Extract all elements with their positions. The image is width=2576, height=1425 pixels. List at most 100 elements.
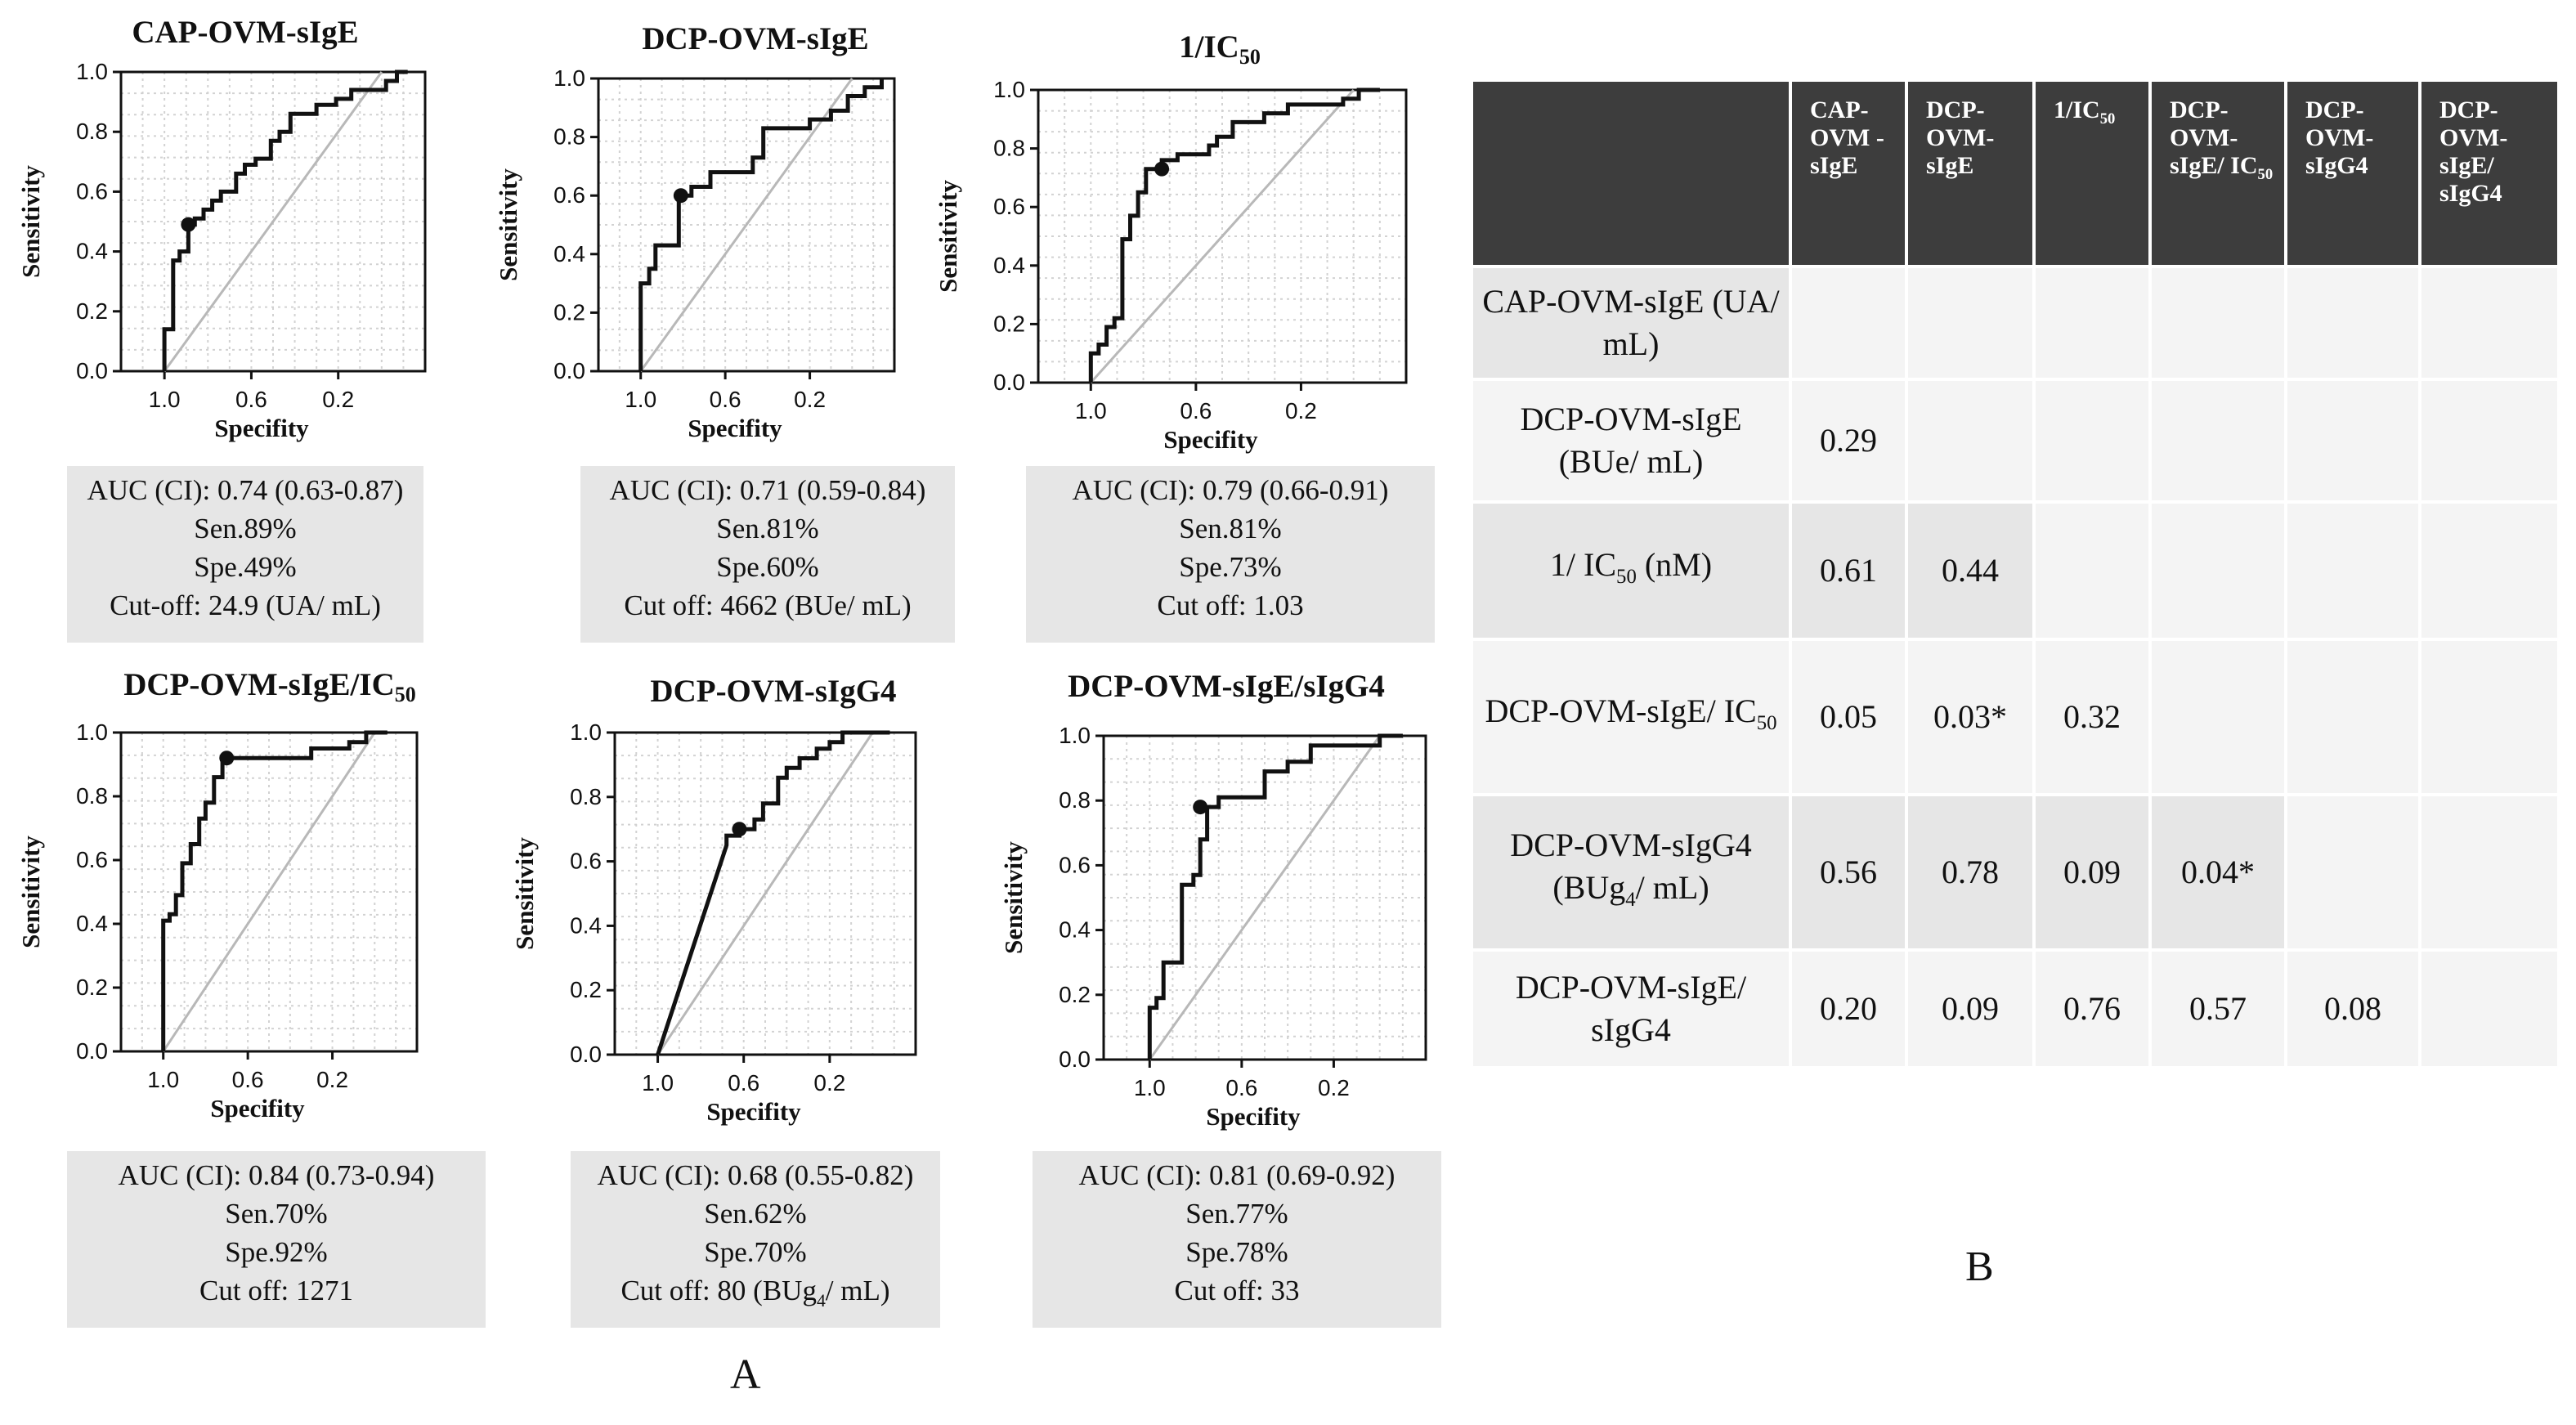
stats-auc: AUC (CI): 0.71 (0.59-0.84) (609, 474, 926, 506)
stats-cutoff: Cut off: 4662 (BUe/ mL) (624, 589, 912, 621)
panel-b-label: B (1965, 1244, 1994, 1290)
column-header: DCP-OVM-sIgG4 (2287, 82, 2418, 265)
stats-cutoff: Cut off: 1.03 (1157, 589, 1304, 621)
roc-curve (638, 78, 884, 371)
table-cell (1792, 268, 1905, 378)
y-axis-label: Sensitivity (999, 841, 1028, 954)
y-tick-label: 0.0 (76, 1038, 108, 1064)
roc-chart: 0.0 0.2 0.4 0.6 0.8 1.0 1.0 0.6 0.2 Specifity Sens… (16, 15, 427, 442)
x-tick-label: 0.6 (235, 387, 267, 412)
correlation-table: CAP-OVM -sIgE DCP-OVM-sIgE 1/IC50 DCP-OV… (1470, 78, 2560, 1069)
stats-sen: Sen.81% (1179, 513, 1282, 544)
reference-diagonal (1090, 88, 1355, 384)
roc-curve (1088, 87, 1380, 383)
roc-curve (162, 69, 408, 371)
y-axis-label: Sensitivity (16, 165, 45, 278)
table-cell: 0.20 (1792, 952, 1905, 1066)
table-cell (2421, 504, 2557, 638)
stats-auc: AUC (CI): 0.84 (0.73-0.94) (118, 1159, 435, 1191)
y-tick-label: 0.0 (570, 1042, 602, 1067)
x-tick-label: 1.0 (642, 1070, 674, 1096)
y-tick-label: 0.2 (76, 975, 108, 1000)
panel-a-roc-curves: 0.0 0.2 0.4 0.6 0.8 1.0 1.0 0.6 0.2 Specifity Sens… (16, 15, 1427, 1131)
table-cell (2036, 504, 2148, 638)
roc-chart: 0.0 0.2 0.4 0.6 0.8 1.0 1.0 0.6 0.2 Specifity Sens… (934, 29, 1408, 454)
stats-sen: Sen.89% (194, 513, 297, 544)
x-tick-label: 1.0 (625, 387, 656, 412)
table-row: DCP-OVM-sIgE/ sIgG4 0.20 0.09 0.76 0.57 0.08 (1473, 952, 2557, 1066)
column-header: 1/IC50 (2036, 82, 2148, 265)
table-header-row: CAP-OVM -sIgE DCP-OVM-sIgE 1/IC50 DCP-OV… (1473, 82, 2557, 265)
y-tick-label: 0.8 (553, 124, 585, 150)
y-tick-label: 0.4 (570, 912, 602, 938)
roc-chart: 0.0 0.2 0.4 0.6 0.8 1.0 1.0 0.6 0.2 Specifity Sens… (494, 21, 896, 442)
table-cell: 0.05 (1792, 641, 1905, 793)
stats-cutoff: Cut-off: 24.9 (UA/ mL) (110, 589, 381, 621)
x-tick-label: 0.6 (232, 1067, 264, 1092)
x-tick-label: 0.2 (813, 1070, 845, 1096)
y-tick-label: 0.0 (76, 358, 108, 383)
x-axis-label: Specifity (214, 414, 309, 442)
plot-frame (119, 70, 427, 373)
stats-spe: Spe.73% (1179, 551, 1282, 583)
table-cell (2287, 381, 2418, 500)
table-corner-cell (1473, 82, 1789, 265)
x-tick-label: 0.2 (794, 387, 826, 412)
table-row: CAP-OVM-sIgE (UA/ mL) (1473, 268, 2557, 378)
table-cell (1908, 381, 2032, 500)
y-tick-label: 0.8 (76, 119, 108, 144)
row-label: DCP-OVM-sIgE (BUe/ mL) (1473, 381, 1789, 500)
y-tick-label: 1.0 (76, 719, 108, 745)
y-tick-label: 0.6 (570, 849, 602, 874)
roc-charts-svg: 0.0 0.2 0.4 0.6 0.8 1.0 1.0 0.6 0.2 Specifity Sens… (16, 15, 1427, 1131)
table-cell (2152, 381, 2284, 500)
table-row: 1/ IC50 (nM) 0.61 0.44 (1473, 504, 2557, 638)
y-tick-label: 0.2 (553, 299, 585, 325)
stats-sen: Sen.81% (716, 513, 819, 544)
x-tick-label: 1.0 (149, 387, 181, 412)
x-tick-label: 1.0 (1134, 1075, 1166, 1100)
optimal-cutoff-point (732, 822, 747, 837)
table-cell: 0.03* (1908, 641, 2032, 793)
roc-curve (1147, 733, 1403, 1060)
column-header: DCP-OVM-sIgE (1908, 82, 2032, 265)
row-label: DCP-OVM-sIgG4 (BUg4/ mL) (1473, 796, 1789, 948)
plot-frame (119, 731, 419, 1053)
roc-stats-box: AUC (CI): 0.71 (0.59-0.84) Sen.81% Spe.60%… (580, 466, 955, 643)
table-cell: 0.09 (2036, 796, 2148, 948)
x-axis-label: Specifity (1206, 1102, 1301, 1131)
x-axis-label: Specifity (688, 414, 782, 442)
roc-chart: 0.0 0.2 0.4 0.6 0.8 1.0 1.0 0.6 0.2 Specifity Sens… (999, 669, 1427, 1131)
stats-spe: Spe.92% (225, 1236, 328, 1268)
table-cell: 0.09 (1908, 952, 2032, 1066)
row-label: DCP-OVM-sIgE/ IC50 (1473, 641, 1789, 793)
roc-stats-box: AUC (CI): 0.81 (0.69-0.92) Sen.77% Spe.78%… (1033, 1151, 1441, 1328)
stats-cutoff: Cut off: 1271 (199, 1275, 353, 1306)
table-cell (2421, 796, 2557, 948)
table-cell (2152, 504, 2284, 638)
table-row: DCP-OVM-sIgG4 (BUg4/ mL) 0.56 0.78 0.09 0.04… (1473, 796, 2557, 948)
column-header: DCP-OVM-sIgE/ sIgG4 (2421, 82, 2557, 265)
plot-frame (1037, 88, 1408, 384)
table-cell (2036, 381, 2148, 500)
chart-title: DCP-OVM-sIgE (642, 21, 868, 56)
y-tick-label: 0.8 (993, 136, 1025, 161)
stats-spe: Spe.60% (716, 551, 819, 583)
table-cell: 0.76 (2036, 952, 2148, 1066)
table-cell (2421, 952, 2557, 1066)
row-label: DCP-OVM-sIgE/ sIgG4 (1473, 952, 1789, 1066)
column-header: CAP-OVM -sIgE (1792, 82, 1905, 265)
table-cell (2421, 381, 2557, 500)
column-header: DCP-OVM-sIgE/ IC50 (2152, 82, 2284, 265)
plot-frame (1102, 734, 1427, 1061)
y-tick-label: 1.0 (993, 77, 1025, 102)
table-cell: 0.57 (2152, 952, 2284, 1066)
stats-sen: Sen.70% (225, 1198, 328, 1230)
table-cell (2287, 504, 2418, 638)
optimal-cutoff-point (673, 188, 688, 204)
table-cell (1908, 268, 2032, 378)
stats-spe: Spe.78% (1185, 1236, 1288, 1268)
table-cell: 0.32 (2036, 641, 2148, 793)
y-tick-label: 0.0 (993, 370, 1025, 395)
y-tick-label: 0.6 (1059, 852, 1091, 877)
